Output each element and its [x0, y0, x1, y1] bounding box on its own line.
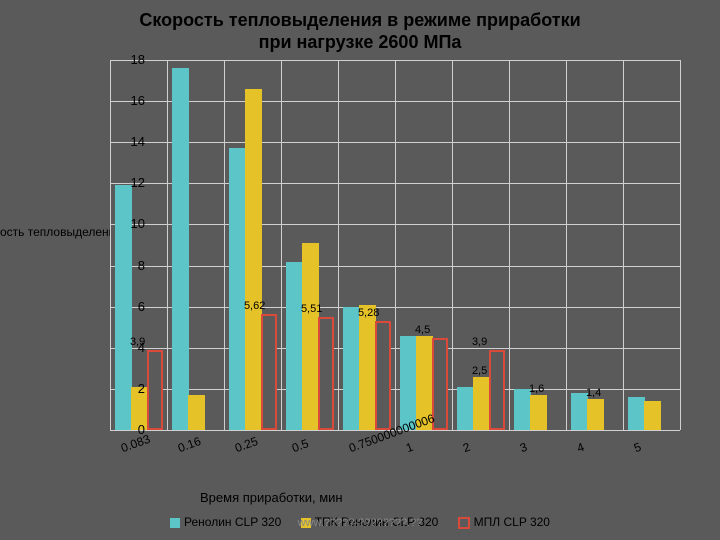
bar-ren [229, 148, 246, 430]
value-label: 1,4 [586, 387, 601, 399]
grid-line-vertical [281, 60, 282, 430]
y-tick-label: 18 [115, 52, 145, 67]
bar-ren [172, 68, 189, 430]
x-tick-label: 4 [575, 440, 586, 455]
value-label: 5,28 [358, 307, 379, 319]
chart-plot-area [110, 60, 680, 430]
grid-line-vertical [395, 60, 396, 430]
bar-mpl [318, 317, 333, 430]
y-tick-label: 8 [115, 258, 145, 273]
grid-line-vertical [509, 60, 510, 430]
grid-line-vertical [566, 60, 567, 430]
grid-line-vertical [452, 60, 453, 430]
grid-line-vertical [680, 60, 681, 430]
x-tick-label: 5 [632, 440, 643, 455]
x-tick-label: 3 [518, 440, 529, 455]
bar-mpl [489, 350, 504, 430]
x-axis-label: Время приработки, мин [200, 490, 343, 505]
y-tick-label: 12 [115, 175, 145, 190]
bar-ren [514, 389, 531, 430]
bar-ren [400, 336, 417, 431]
bar-tpk [644, 401, 661, 430]
bar-tpk [587, 399, 604, 430]
value-label: 1,6 [529, 383, 544, 395]
bar-mpl [432, 338, 447, 431]
y-tick-label: 10 [115, 216, 145, 231]
y-tick-label: 16 [115, 93, 145, 108]
bar-tpk [188, 395, 205, 430]
bar-ren [286, 262, 303, 431]
bar-ren [343, 307, 360, 430]
y-tick-label: 6 [115, 299, 145, 314]
grid-line-vertical [167, 60, 168, 430]
y-tick-label: 2 [115, 381, 145, 396]
value-label: 5,51 [301, 303, 322, 315]
value-label: 5,62 [244, 300, 265, 312]
x-tick-label: 0.5 [290, 436, 310, 455]
bar-mpl [261, 314, 276, 430]
bar-tpk [473, 377, 490, 430]
grid-line-vertical [338, 60, 339, 430]
bar-tpk [359, 305, 376, 430]
grid-line-vertical [224, 60, 225, 430]
bar-tpk [302, 243, 319, 430]
bar-tpk [245, 89, 262, 430]
y-tick-label: 14 [115, 134, 145, 149]
grid-line-vertical [110, 60, 111, 430]
x-tick-label: 1 [404, 440, 415, 455]
value-label: 4,5 [415, 324, 430, 336]
bar-ren [628, 397, 645, 430]
bar-tpk [530, 395, 547, 430]
bar-mpl [147, 350, 162, 430]
value-label: 3,9 [472, 336, 487, 348]
x-tick-label: 2 [461, 440, 472, 455]
watermark: www.?????-????????.?? [0, 517, 720, 529]
grid-line-vertical [623, 60, 624, 430]
x-tick-label: 0.16 [176, 434, 203, 455]
bar-mpl [375, 321, 390, 430]
value-label: 2,5 [472, 365, 487, 377]
chart-title: Скорость тепловыделения в режиме прирабо… [0, 0, 720, 53]
value-label: 3,9 [130, 336, 145, 348]
bar-ren [457, 387, 474, 430]
x-tick-label: 0.25 [233, 434, 260, 455]
